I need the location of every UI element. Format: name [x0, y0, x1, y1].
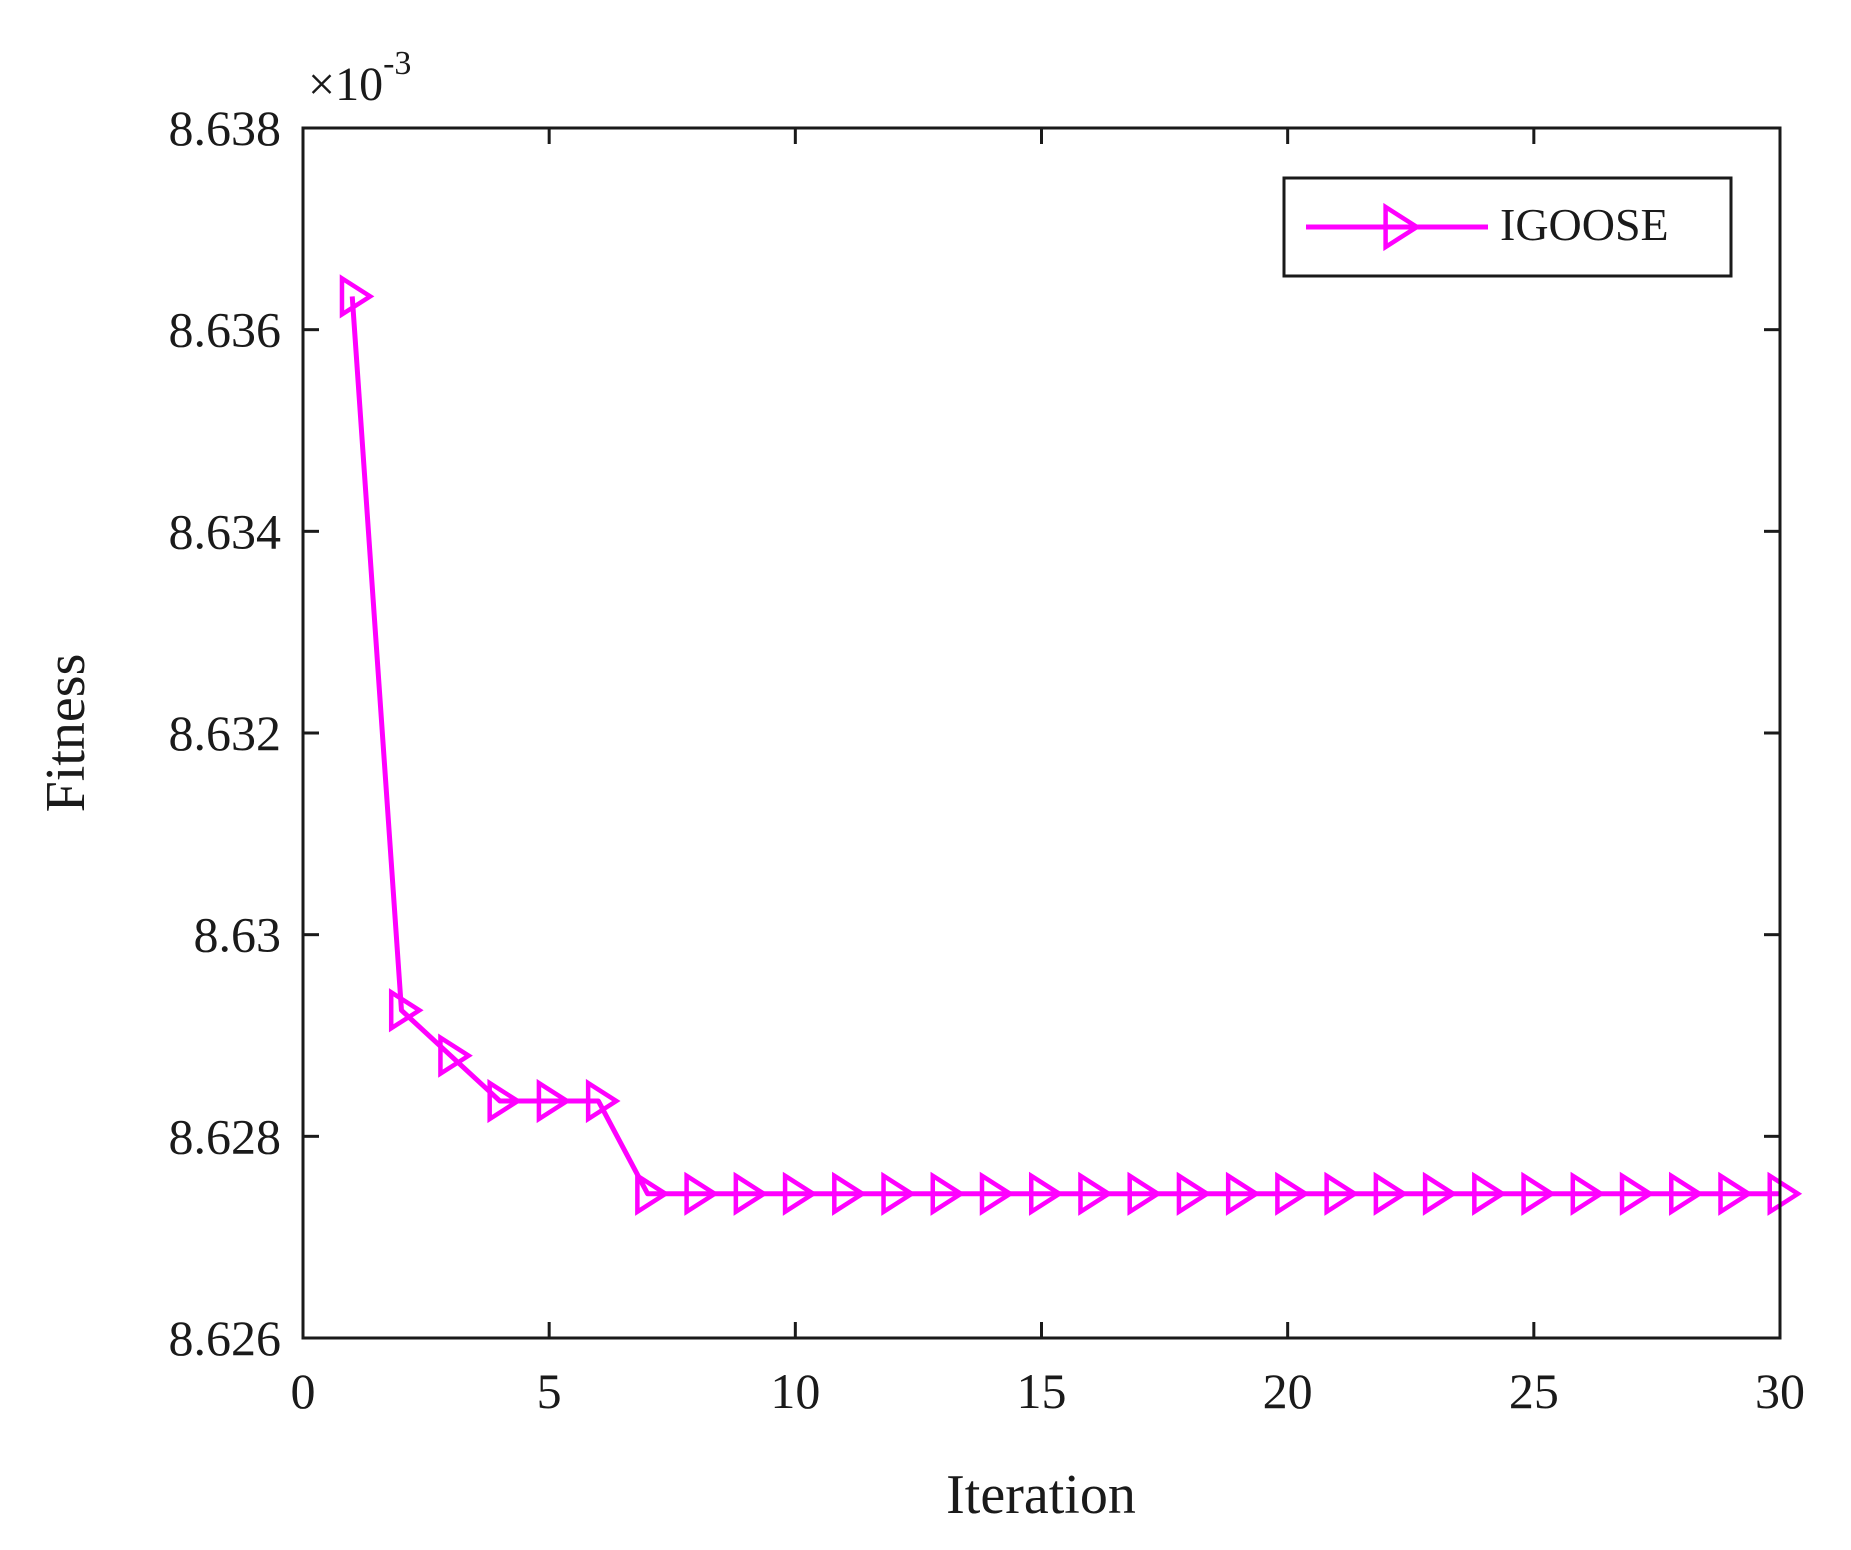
data-point-igoose-3 [438, 1033, 473, 1078]
y-exponent-power: -3 [383, 45, 411, 82]
x-tick-label-0: 0 [291, 1363, 316, 1419]
data-point-igoose-8 [684, 1171, 720, 1216]
y-exponent-label: ×10-3 [308, 45, 411, 111]
y-tick-label-3: 8.632 [169, 705, 282, 761]
data-point-igoose-2 [388, 988, 424, 1033]
series-layer [339, 274, 1803, 1216]
y-axis-label: Fitness [35, 654, 97, 813]
data-point-igoose-22 [1373, 1171, 1409, 1216]
data-point-igoose-16 [1078, 1171, 1113, 1216]
data-point-igoose-27 [1619, 1171, 1655, 1216]
data-point-igoose-15 [1028, 1171, 1064, 1216]
tick-labels: 0 5 10 15 20 25 30 8.626 8.628 8.63 8.632 8.634 8.63… [169, 100, 1806, 1419]
data-point-igoose-20 [1275, 1171, 1310, 1216]
x-tick-label-5: 25 [1509, 1363, 1559, 1419]
data-point-igoose-30 [1767, 1171, 1803, 1216]
data-point-igoose-23 [1422, 1171, 1458, 1216]
legend: IGOOSE [1282, 176, 1733, 278]
data-point-igoose-17 [1127, 1171, 1163, 1216]
x-tick-label-6: 30 [1755, 1363, 1805, 1419]
x-tick-label-1: 5 [537, 1363, 562, 1419]
data-point-igoose-7 [635, 1171, 670, 1216]
y-tick-label-5: 8.636 [169, 302, 282, 358]
y-tick-label-0: 8.626 [169, 1310, 282, 1366]
data-point-igoose-11 [832, 1171, 867, 1216]
data-point-igoose-18 [1176, 1171, 1212, 1216]
legend-label-igoose: IGOOSE [1500, 199, 1669, 250]
y-exponent-base: ×10 [308, 58, 383, 111]
data-point-igoose-25 [1521, 1171, 1556, 1216]
data-point-igoose-4 [487, 1078, 523, 1124]
data-point-igoose-19 [1225, 1171, 1261, 1216]
data-point-igoose-9 [733, 1171, 769, 1216]
plot-area [303, 128, 1780, 1338]
data-point-igoose-24 [1472, 1171, 1507, 1216]
x-tick-label-3: 15 [1017, 1363, 1067, 1419]
y-tick-label-4: 8.634 [169, 503, 282, 559]
data-point-igoose-1 [339, 274, 375, 319]
x-tick-label-4: 20 [1263, 1363, 1313, 1419]
legend-marker-igoose [1383, 202, 1422, 252]
data-point-igoose-28 [1669, 1171, 1704, 1216]
data-point-igoose-10 [782, 1171, 818, 1216]
data-point-igoose-21 [1324, 1171, 1360, 1216]
data-point-igoose-12 [881, 1171, 916, 1216]
data-point-igoose-5 [536, 1078, 572, 1124]
data-point-igoose-26 [1570, 1171, 1606, 1216]
data-point-igoose-14 [979, 1171, 1015, 1216]
plot-frame [301, 126, 1782, 1340]
data-point-igoose-6 [585, 1078, 621, 1124]
x-tick-label-2: 10 [770, 1363, 820, 1419]
y-tick-label-1: 8.628 [169, 1108, 282, 1164]
data-point-igoose-29 [1718, 1171, 1753, 1216]
x-axis-label: Iteration [946, 1464, 1136, 1526]
y-tick-label-2: 8.63 [194, 907, 282, 963]
y-tick-label-6: 8.638 [169, 100, 282, 156]
data-point-igoose-13 [930, 1171, 966, 1216]
